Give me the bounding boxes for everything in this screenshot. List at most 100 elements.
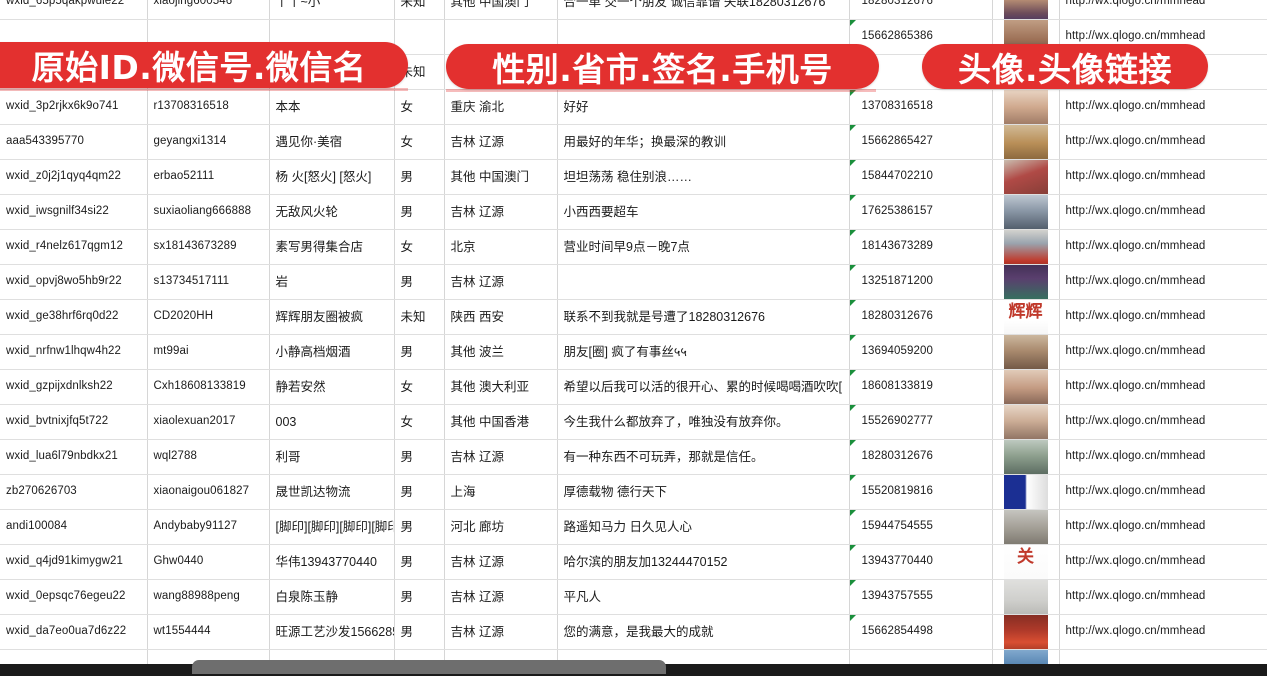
cell-avatar-url[interactable]: http://wx.qlogo.cn/mmhead xyxy=(1059,369,1267,405)
cell-avatar[interactable] xyxy=(992,194,1060,230)
cell-wechat-name[interactable]: 静若安然 xyxy=(269,369,395,405)
cell-avatar[interactable] xyxy=(992,124,1060,160)
cell-wechat-id[interactable]: Cxh18608133819 xyxy=(147,369,270,405)
cell-avatar-url[interactable]: http://wx.qlogo.cn/mmhead xyxy=(1059,509,1267,545)
table-row[interactable]: wxid_q4jd91kimygw21 Ghw0440 华伟13943770440 男… xyxy=(0,544,1267,580)
cell-avatar-url[interactable]: http://wx.qlogo.cn/mmhead xyxy=(1059,579,1267,615)
cell-avatar-url[interactable]: http://wx.qlogo.cn/mmhead xyxy=(1059,264,1267,300)
cell-region[interactable]: 吉林 辽源 xyxy=(444,439,558,475)
cell-avatar-url[interactable]: http://wx.qlogo.cn/mmhead xyxy=(1059,194,1267,230)
table-row[interactable]: wxid_gzpijxdnlksh22 Cxh18608133819 静若安然女其他… xyxy=(0,369,1267,405)
cell-wechat-id[interactable]: CD2020HH xyxy=(147,299,270,335)
cell-wechat-id[interactable]: sx18143673289 xyxy=(147,229,270,265)
horizontal-scroll-thumb[interactable] xyxy=(192,660,666,674)
cell-wechat-id[interactable]: r13708316518 xyxy=(147,89,270,125)
cell-signature[interactable]: 联系不到我就是号遭了18280312676 xyxy=(557,299,850,335)
cell-gender[interactable]: 女 xyxy=(394,124,445,160)
cell-wechat-name[interactable]: 素写男得集合店 xyxy=(269,229,395,265)
cell-phone[interactable]: 18143673289 xyxy=(849,229,993,265)
cell-gender[interactable]: 男 xyxy=(394,509,445,545)
cell-avatar-url[interactable]: http://wx.qlogo.cn/mmhead xyxy=(1059,89,1267,125)
cell-phone[interactable]: 15520819816 xyxy=(849,474,993,510)
cell-phone[interactable]: 15526902777 xyxy=(849,404,993,440)
cell-original-id[interactable]: wxid_65p5qakpwuie22 xyxy=(0,0,148,20)
cell-signature[interactable]: 小西西要超车 xyxy=(557,194,850,230)
cell-wechat-id[interactable]: s13734517111 xyxy=(147,264,270,300)
cell-phone[interactable]: 18280312676 xyxy=(849,439,993,475)
cell-wechat-id[interactable]: wang88988peng xyxy=(147,579,270,615)
table-row[interactable]: aaa543395770 geyangxi1314 遇见你·美宿女吉林 辽源 用最好的… xyxy=(0,124,1267,160)
cell-region[interactable]: 陕西 西安 xyxy=(444,299,558,335)
cell-avatar[interactable] xyxy=(992,474,1060,510)
cell-region[interactable]: 其他 中国澳门 xyxy=(444,0,558,20)
cell-phone[interactable]: 13943770440 xyxy=(849,544,993,580)
cell-avatar[interactable] xyxy=(992,579,1060,615)
cell-avatar[interactable] xyxy=(992,334,1060,370)
cell-avatar[interactable]: 辉辉 xyxy=(992,299,1060,335)
cell-wechat-id[interactable]: erbao52111 xyxy=(147,159,270,195)
cell-avatar[interactable] xyxy=(992,0,1060,20)
cell-wechat-id[interactable]: geyangxi1314 xyxy=(147,124,270,160)
cell-signature[interactable]: 今生我什么都放弃了，唯独没有放弃你。 xyxy=(557,404,850,440)
cell-avatar[interactable] xyxy=(992,509,1060,545)
cell-wechat-name[interactable]: 辉辉朋友圈被疯 xyxy=(269,299,395,335)
cell-signature[interactable]: 您的满意，是我最大的成就 xyxy=(557,614,850,650)
table-row[interactable]: wxid_lua6l79nbdkx21 wql2788 利哥男吉林 辽源 有一种东西不… xyxy=(0,439,1267,475)
cell-original-id[interactable]: wxid_da7eo0ua7d6z22 xyxy=(0,614,148,650)
cell-avatar[interactable] xyxy=(992,229,1060,265)
cell-avatar-url[interactable]: http://wx.qlogo.cn/mmhead xyxy=(1059,299,1267,335)
table-row[interactable]: wxid_3p2rjkx6k9o741 r13708316518 本本女重庆 渝北好… xyxy=(0,89,1267,125)
table-row[interactable]: wxid_iwsgnilf34si22 suxiaoliang666888 无敌风火… xyxy=(0,194,1267,230)
cell-original-id[interactable]: wxid_q4jd91kimygw21 xyxy=(0,544,148,580)
cell-region[interactable]: 上海 xyxy=(444,474,558,510)
cell-original-id[interactable]: wxid_bvtnixjfq5t722 xyxy=(0,404,148,440)
cell-signature[interactable] xyxy=(557,264,850,300)
cell-wechat-id[interactable]: Andybaby91127 xyxy=(147,509,270,545)
cell-phone[interactable]: 15662865427 xyxy=(849,124,993,160)
cell-gender[interactable]: 男 xyxy=(394,194,445,230)
cell-gender[interactable]: 男 xyxy=(394,579,445,615)
cell-phone[interactable]: 18280312676 xyxy=(849,299,993,335)
cell-gender[interactable]: 未知 xyxy=(394,299,445,335)
cell-wechat-id[interactable]: xiaojing600546 xyxy=(147,0,270,20)
cell-wechat-name[interactable]: 利哥 xyxy=(269,439,395,475)
cell-signature[interactable]: 希望以后我可以活的很开心、累的时候喝喝酒吹吹[ xyxy=(557,369,850,405)
table-row[interactable]: wxid_opvj8wo5hb9r22 s13734517111 岩男吉林 辽源 13… xyxy=(0,264,1267,300)
cell-phone[interactable]: 15662854498 xyxy=(849,614,993,650)
cell-original-id[interactable]: wxid_lua6l79nbdkx21 xyxy=(0,439,148,475)
cell-original-id[interactable]: zb270626703 xyxy=(0,474,148,510)
cell-wechat-id[interactable]: mt99ai xyxy=(147,334,270,370)
cell-gender[interactable]: 男 xyxy=(394,544,445,580)
cell-avatar-url[interactable]: http://wx.qlogo.cn/mmhead xyxy=(1059,614,1267,650)
cell-region[interactable]: 其他 澳大利亚 xyxy=(444,369,558,405)
cell-signature[interactable]: 合一单 交一个朋友 诚信靠谱 失联18280312676 xyxy=(557,0,850,20)
cell-signature[interactable]: 有一种东西不可玩弄，那就是信任。 xyxy=(557,439,850,475)
cell-wechat-id[interactable]: wql2788 xyxy=(147,439,270,475)
cell-signature[interactable]: 用最好的年华；换最深的教训 xyxy=(557,124,850,160)
cell-wechat-name[interactable]: 岩 xyxy=(269,264,395,300)
cell-region[interactable]: 吉林 辽源 xyxy=(444,579,558,615)
cell-avatar[interactable] xyxy=(992,264,1060,300)
cell-avatar[interactable] xyxy=(992,89,1060,125)
cell-wechat-name[interactable]: 旺源工艺沙发15662854 xyxy=(269,614,395,650)
cell-wechat-name[interactable]: 华伟13943770440 xyxy=(269,544,395,580)
cell-region[interactable]: 吉林 辽源 xyxy=(444,194,558,230)
cell-gender[interactable]: 男 xyxy=(394,614,445,650)
cell-avatar[interactable] xyxy=(992,439,1060,475)
cell-phone[interactable]: 18280312676 xyxy=(849,0,993,20)
cell-original-id[interactable]: wxid_r4nelz617qgm12 xyxy=(0,229,148,265)
cell-phone[interactable]: 18608133819 xyxy=(849,369,993,405)
cell-gender[interactable]: 男 xyxy=(394,474,445,510)
cell-original-id[interactable]: wxid_iwsgnilf34si22 xyxy=(0,194,148,230)
cell-phone[interactable]: 13694059200 xyxy=(849,334,993,370)
cell-wechat-name[interactable]: 丫丫~小 xyxy=(269,0,395,20)
cell-signature[interactable]: 路遥知马力 日久见人心 xyxy=(557,509,850,545)
cell-avatar[interactable] xyxy=(992,159,1060,195)
cell-wechat-id[interactable]: suxiaoliang666888 xyxy=(147,194,270,230)
table-row[interactable]: wxid_r4nelz617qgm12 sx18143673289 素写男得集合店女… xyxy=(0,229,1267,265)
cell-avatar-url[interactable]: http://wx.qlogo.cn/mmhead xyxy=(1059,124,1267,160)
cell-phone[interactable]: 15944754555 xyxy=(849,509,993,545)
cell-original-id[interactable]: andi100084 xyxy=(0,509,148,545)
table-row[interactable]: wxid_ge38hrf6rq0d22 CD2020HH 辉辉朋友圈被疯 未知 陕西 西… xyxy=(0,299,1267,335)
